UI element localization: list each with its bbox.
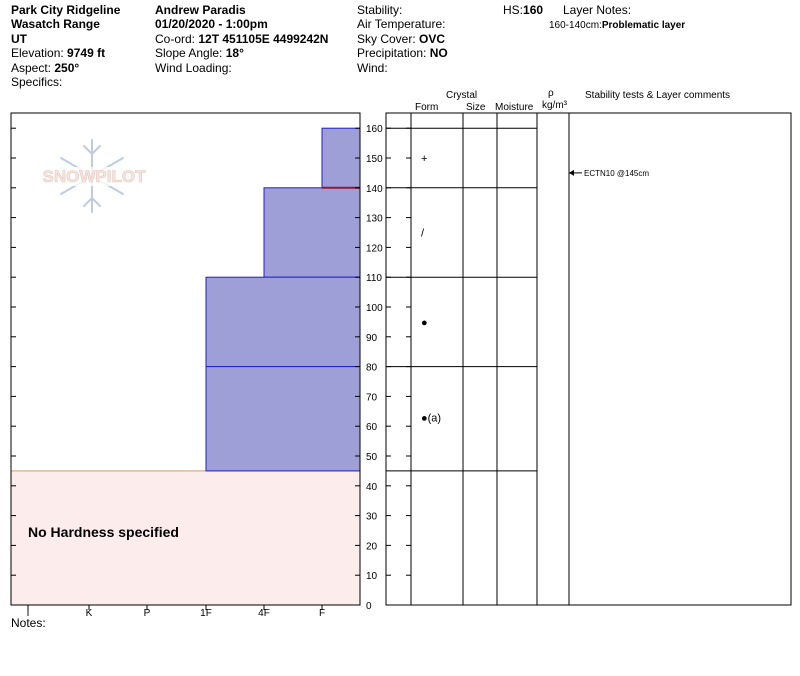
snowpilot-logo: SNOWPILOT xyxy=(32,139,156,213)
logo-banner xyxy=(32,167,156,186)
stability-test-marker: ECTN10 @145cm xyxy=(569,169,649,178)
height-tick-label: 40 xyxy=(366,482,378,493)
hardness-tick-label: F xyxy=(319,608,325,619)
density-symbol: ρ xyxy=(548,88,554,99)
range-name: Wasatch Range xyxy=(11,17,100,31)
height-tick-label: 130 xyxy=(366,214,383,225)
layer-note: 160-140cm:Problematic layer xyxy=(549,20,686,31)
sky-cover: Sky Cover: OVC xyxy=(357,32,446,46)
hardness-tick-label: I xyxy=(27,608,30,619)
form-symbol: ● xyxy=(421,317,428,329)
height-tick-label: 90 xyxy=(366,333,378,344)
form-symbol: + xyxy=(421,153,427,165)
no-hardness-region xyxy=(10,470,361,606)
height-tick-label: 150 xyxy=(366,154,383,165)
height-tick-label: 120 xyxy=(366,243,383,254)
coordinates: Co-ord: 12T 451105E 4499242N xyxy=(155,32,329,46)
slope-angle: Slope Angle: 18° xyxy=(155,46,244,60)
height-tick-label: 160 xyxy=(366,124,383,135)
hardness-tick-label: 1F xyxy=(200,608,212,619)
hardness-axis: I K P 1F 4F F xyxy=(27,605,325,619)
snowflake-icon xyxy=(60,139,124,213)
stability-test-label: ECTN10 @145cm xyxy=(584,169,649,178)
height-tick-label: 0 xyxy=(366,601,372,612)
wind-loading-label: Wind Loading: xyxy=(155,61,232,75)
hardness-layer xyxy=(321,127,361,189)
hardness-tick-label: K xyxy=(86,608,93,619)
height-tick-label: 110 xyxy=(366,273,382,284)
form-symbol: ●(a) xyxy=(421,412,441,424)
arrow-head-icon xyxy=(569,169,574,176)
form-symbols: + / ● ●(a) xyxy=(421,153,441,424)
snow-height: HS:160 xyxy=(503,3,544,17)
layer-notes-label: Layer Notes: xyxy=(563,3,632,17)
height-tick-label: 60 xyxy=(366,422,378,433)
density-unit: kg/m³ xyxy=(542,100,567,111)
form-symbol: / xyxy=(421,228,425,240)
air-temperature-label: Air Temperature: xyxy=(357,17,446,31)
logo-text: SNOWPILOT xyxy=(43,167,147,186)
notes-label: Notes: xyxy=(11,616,46,630)
crystal-table-frame xyxy=(385,112,570,606)
specifics-label: Specifics: xyxy=(11,75,63,89)
location-name: Park City Ridgeline xyxy=(11,3,121,17)
aspect: Aspect: 250° xyxy=(11,61,80,75)
hardness-left-ticks xyxy=(11,127,360,606)
wind-label: Wind: xyxy=(357,61,388,75)
height-tick-label: 140 xyxy=(366,184,383,195)
hardness-layer xyxy=(205,366,361,472)
height-tick-label: 20 xyxy=(366,541,378,552)
moisture-header: Moisture xyxy=(495,102,534,113)
no-hardness-label: No Hardness specified xyxy=(28,524,179,540)
elevation: Elevation: 9749 ft xyxy=(11,46,106,60)
comments-table-frame xyxy=(568,112,792,606)
hardness-layer xyxy=(205,276,361,368)
height-tick-label: 100 xyxy=(366,303,383,314)
size-header: Size xyxy=(466,102,486,113)
height-tick-label: 80 xyxy=(366,363,378,374)
height-tick-label: 50 xyxy=(366,452,378,463)
precipitation: Precipitation: NO xyxy=(357,46,448,60)
form-header: Form xyxy=(415,102,439,113)
hardness-tick-label: 4F xyxy=(258,608,270,619)
height-tick-label: 30 xyxy=(366,512,378,523)
hardness-tick-label: P xyxy=(144,608,151,619)
stability-label: Stability: xyxy=(357,3,403,17)
height-tick-label: 70 xyxy=(366,392,378,403)
height-tick-label: 10 xyxy=(366,571,378,582)
height-axis: 0 10 20 30 40 50 60 70 80 90 100 110 120 130 140 150 160 xyxy=(366,124,411,612)
observation-datetime: 01/20/2020 - 1:00pm xyxy=(155,17,268,31)
hardness-layer xyxy=(263,187,361,278)
stability-comments-header: Stability tests & Layer comments xyxy=(585,90,731,101)
hardness-plot-frame xyxy=(10,112,361,606)
layer-rows xyxy=(386,127,537,472)
hardness-layers xyxy=(205,127,361,472)
observer-name: Andrew Paradis xyxy=(155,3,246,17)
crystal-header: Crystal xyxy=(446,90,478,101)
state-name: UT xyxy=(11,32,27,46)
